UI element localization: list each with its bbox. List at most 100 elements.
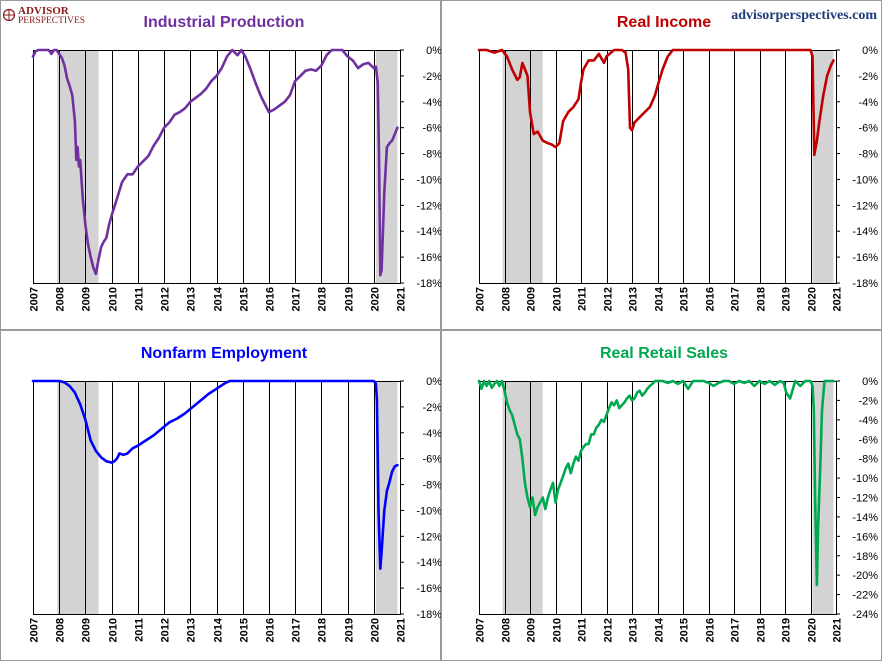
- x-tick-label: 2016: [265, 287, 277, 311]
- y-tick-label: -16%: [852, 252, 878, 264]
- y-tick-label: -2%: [422, 71, 442, 83]
- x-tick-label: 2016: [705, 618, 717, 642]
- y-tick-label: -18%: [416, 609, 442, 621]
- y-tick-label: -14%: [416, 226, 442, 238]
- x-tick-label: 2012: [160, 618, 172, 642]
- y-tick-label: -8%: [422, 149, 442, 161]
- x-tick-label: 2010: [552, 618, 564, 642]
- y-tick-label: -16%: [416, 252, 442, 264]
- y-tick-label: -2%: [422, 402, 442, 414]
- x-tick-label: 2020: [370, 287, 382, 311]
- y-tick-label: -14%: [416, 557, 442, 569]
- y-tick-label: -16%: [416, 583, 442, 595]
- y-tick-label: -4%: [858, 97, 878, 109]
- x-tick-label: 2011: [134, 618, 146, 642]
- x-tick-label: 2009: [526, 618, 538, 642]
- y-tick-label: -24%: [852, 609, 878, 621]
- y-tick-label: -10%: [416, 505, 442, 517]
- y-tick-label: -4%: [858, 415, 878, 427]
- x-tick-label: 2007: [29, 287, 41, 311]
- y-tick-label: -18%: [416, 278, 442, 290]
- x-tick-label: 2008: [55, 287, 67, 311]
- x-tick-label: 2012: [603, 618, 615, 642]
- x-tick-label: 2012: [160, 287, 172, 311]
- x-tick-label: 2021: [396, 618, 408, 642]
- y-tick-label: -18%: [852, 551, 878, 563]
- y-tick-label: -20%: [852, 570, 878, 582]
- y-tick-label: -12%: [852, 493, 878, 505]
- x-tick-label: 2011: [134, 287, 146, 311]
- x-tick-label: 2007: [29, 618, 41, 642]
- logo-line-1: ADVISOR: [18, 5, 70, 17]
- series-line: [31, 48, 399, 277]
- chart-real-income: 2007 2008 2009 2010 2011 2012 2013 2014 2015 2016…: [441, 0, 882, 330]
- x-tick-label: 2021: [396, 287, 408, 311]
- x-tick-label: 2008: [501, 618, 513, 642]
- x-tick-label: 2018: [756, 618, 768, 642]
- y-tick-label: -4%: [422, 428, 442, 440]
- recession-band: [812, 50, 834, 283]
- y-tick-label: -12%: [416, 531, 442, 543]
- x-tick-label: 2011: [577, 618, 589, 642]
- y-tick-label: -6%: [858, 434, 878, 446]
- chart-nonfarm-employment: 2007 2008 2009 2010 2011 2012 2013 2014 2015 2016…: [0, 330, 442, 661]
- x-tick-label: 2013: [186, 287, 198, 311]
- y-tick-label: -14%: [852, 512, 878, 524]
- x-tick-label: 2017: [291, 287, 303, 311]
- chart-title: Real Income: [617, 14, 711, 31]
- x-tick-label: 2013: [628, 287, 640, 311]
- x-tick-label: 2010: [552, 287, 564, 311]
- x-tick-label: 2017: [730, 618, 742, 642]
- x-tick-label: 2012: [603, 287, 615, 311]
- x-tick-label: 2019: [344, 618, 356, 642]
- x-tick-label: 2015: [239, 618, 251, 642]
- y-tick-label: -8%: [858, 454, 878, 466]
- chart-real-retail-sales: 2007 2008 2009 2010 2011 2012 2013 2014 2015 2016…: [441, 330, 882, 661]
- x-tick-label: 2009: [526, 287, 538, 311]
- x-tick-label: 2014: [654, 617, 666, 642]
- plot-frame: [479, 50, 837, 284]
- x-tick-label: 2008: [55, 618, 67, 642]
- y-tick-label: -18%: [852, 278, 878, 290]
- x-tick-label: 2007: [475, 287, 487, 311]
- series-line: [477, 48, 835, 157]
- chart-title: Industrial Production: [144, 14, 305, 31]
- chart-title: Nonfarm Employment: [141, 345, 308, 362]
- recession-band: [57, 381, 99, 614]
- chart-industrial-production: 2007 2008 2009 2010 2011 2012 2013 2014 2015 2016…: [0, 0, 442, 330]
- y-tick-label: 0%: [862, 376, 878, 388]
- recession-band: [502, 381, 543, 614]
- y-tick-label: -16%: [852, 531, 878, 543]
- y-tick-label: -2%: [858, 71, 878, 83]
- x-tick-label: 2015: [239, 287, 251, 311]
- x-tick-label: 2017: [730, 287, 742, 311]
- x-tick-label: 2018: [317, 618, 329, 642]
- y-tick-label: -4%: [422, 97, 442, 109]
- y-tick-label: -6%: [858, 123, 878, 135]
- series-line: [477, 379, 835, 587]
- x-tick-label: 2017: [291, 618, 303, 642]
- x-tick-label: 2021: [832, 287, 844, 311]
- y-tick-label: -2%: [858, 395, 878, 407]
- x-tick-label: 2014: [213, 286, 225, 311]
- series-line: [31, 379, 399, 571]
- x-tick-label: 2019: [781, 287, 793, 311]
- y-tick-label: -8%: [858, 149, 878, 161]
- x-tick-label: 2014: [654, 286, 666, 311]
- x-tick-label: 2016: [705, 287, 717, 311]
- x-tick-label: 2015: [679, 287, 691, 311]
- x-tick-label: 2018: [756, 287, 768, 311]
- x-tick-label: 2010: [108, 618, 120, 642]
- x-tick-label: 2016: [265, 618, 277, 642]
- plot-frame: [33, 381, 401, 615]
- x-tick-label: 2020: [807, 287, 819, 311]
- y-tick-label: 0%: [426, 376, 442, 388]
- x-tick-label: 2007: [475, 618, 487, 642]
- chart-title: Real Retail Sales: [600, 345, 728, 362]
- logo-line-2: PERSPECTIVES: [18, 16, 85, 26]
- y-tick-label: -14%: [852, 226, 878, 238]
- x-tick-label: 2019: [781, 618, 793, 642]
- recession-band: [502, 50, 543, 283]
